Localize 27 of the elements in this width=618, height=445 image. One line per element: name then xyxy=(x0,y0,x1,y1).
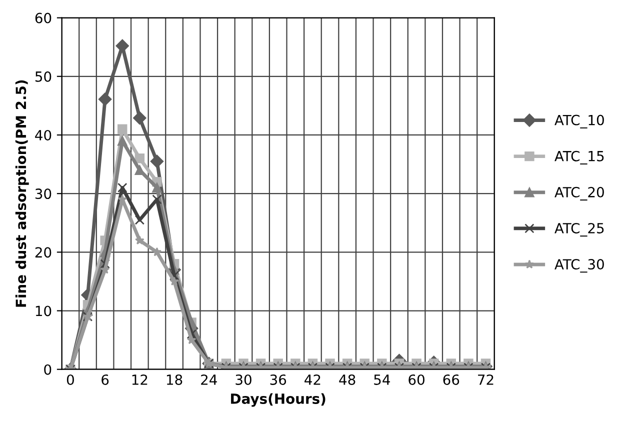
x-tick-label: 66 xyxy=(443,374,460,385)
y-tick-label: 40 xyxy=(35,130,52,140)
legend-label: ATC_30 xyxy=(554,259,604,273)
x-tick-label: 18 xyxy=(166,374,182,385)
y-tick-label: 0 xyxy=(44,364,52,375)
x-axis-title: Days(Hours) xyxy=(231,393,326,407)
x-tick-label: 24 xyxy=(201,374,217,385)
x-tick-label: 12 xyxy=(132,374,148,385)
x-tick-label: 54 xyxy=(374,374,390,385)
x-tick-label: 60 xyxy=(408,374,424,385)
y-tick-label: 50 xyxy=(35,71,52,82)
x-tick-label: 0 xyxy=(66,374,74,385)
x-tick-label: 6 xyxy=(102,374,109,385)
legend-label: ATC_15 xyxy=(554,150,604,164)
x-tick-label: 72 xyxy=(478,374,494,385)
y-tick-label: 10 xyxy=(36,306,52,316)
x-tick-label: 42 xyxy=(304,374,320,385)
x-tick-label: 48 xyxy=(339,374,356,385)
y-tick-label: 60 xyxy=(35,12,52,24)
legend-label: ATC_10 xyxy=(554,114,604,128)
legend-label: ATC_25 xyxy=(554,222,604,237)
y-tick-label: 20 xyxy=(35,247,52,258)
x-tick-label: 36 xyxy=(270,374,286,385)
x-tick-label: 30 xyxy=(236,374,252,385)
legend-label: ATC_20 xyxy=(554,186,604,200)
y-axis-title: Fine dust adsorption(PM 2.5) xyxy=(15,80,29,307)
y-tick-label: 30 xyxy=(35,188,52,200)
